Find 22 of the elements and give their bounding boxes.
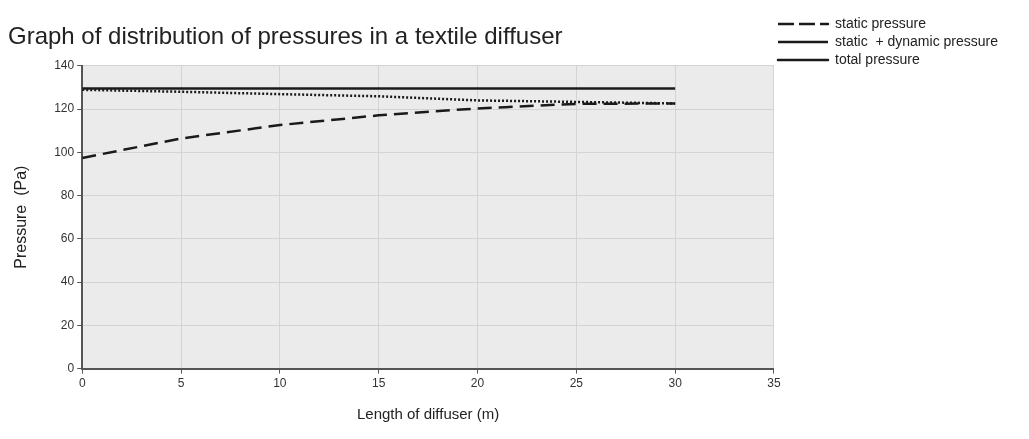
y-tick-label: 20 xyxy=(60,317,75,332)
y-tick-label: 0 xyxy=(67,360,75,375)
y-tick-label: 80 xyxy=(60,187,75,202)
x-tick-label: 30 xyxy=(668,376,683,391)
x-tick-label: 5 xyxy=(177,376,185,391)
x-axis-title: Length of diffuser (m) xyxy=(356,405,500,423)
x-tick-label: 20 xyxy=(470,376,485,391)
x-tick-label: 0 xyxy=(78,376,86,391)
y-tick-label: 40 xyxy=(60,274,75,289)
legend-label: total pressure xyxy=(834,50,921,67)
y-tick-label: 120 xyxy=(54,101,75,116)
legend-label: static + dynamic pressure xyxy=(834,32,999,49)
x-tick-label: 10 xyxy=(273,376,287,391)
y-axis-title: Pressure (Pa) xyxy=(12,165,30,269)
y-tick-label: 140 xyxy=(54,58,75,73)
legend-label: static pressure xyxy=(834,14,927,31)
x-tick-label: 25 xyxy=(569,376,584,391)
chart-title: Graph of distribution of pressures in a textile diffuser xyxy=(8,22,563,50)
x-tick-label: 15 xyxy=(372,376,386,391)
y-tick-label: 60 xyxy=(60,231,75,246)
x-tick-label: 35 xyxy=(767,376,781,391)
y-tick-label: 100 xyxy=(54,144,75,159)
